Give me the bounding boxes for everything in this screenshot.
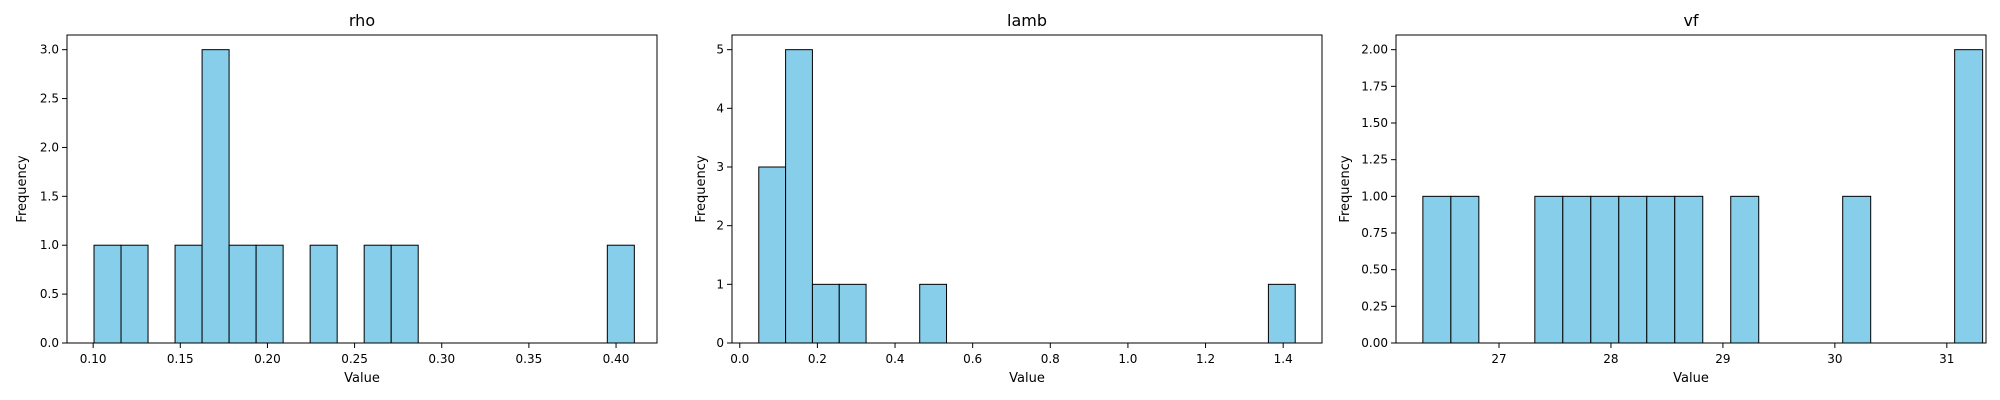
y-tick-label: 2 — [716, 219, 724, 233]
y-tick-group: 0.0 0.5 1.0 1.5 2.0 2.5 3.0 — [40, 43, 67, 350]
histogram-bar — [811, 283, 840, 344]
x-axis-label: Value — [1673, 371, 1709, 386]
x-axis-label: Value — [344, 371, 380, 386]
y-axis-label: Frequency — [1338, 155, 1353, 222]
x-axis-label: Value — [1009, 371, 1045, 386]
x-tick-label: 30 — [1827, 352, 1842, 366]
y-tick-label: 1.50 — [1361, 116, 1388, 130]
histogram-bar — [390, 244, 419, 344]
panel-title: rho — [349, 11, 375, 30]
plot-frame — [66, 34, 658, 344]
x-tick-label: 0.10 — [80, 352, 107, 366]
x-tick-label: 0.40 — [603, 352, 630, 366]
histogram-panel-lamb: lamb 0.0 0.2 0.4 0.6 0.8 1.0 1.2 1.4 0 1 2 3 4 5 Val… — [694, 11, 1323, 386]
histogram-bar — [120, 244, 149, 344]
x-tick-label: 0.25 — [341, 352, 368, 366]
y-tick-label: 1.0 — [40, 238, 59, 252]
histogram-bar — [1534, 195, 1564, 344]
histogram-bar — [919, 283, 948, 344]
y-tick-label: 1.75 — [1361, 79, 1388, 93]
panel-title: vf — [1683, 11, 1698, 30]
y-tick-label: 1.5 — [40, 189, 59, 203]
histogram-bar — [785, 49, 813, 344]
x-tick-label: 0.35 — [516, 352, 543, 366]
y-tick-label: 3 — [716, 160, 724, 174]
histogram-bar — [1267, 283, 1296, 344]
x-tick-label: 0.0 — [730, 352, 749, 366]
x-tick-label: 0.4 — [885, 352, 904, 366]
x-tick-label: 31 — [1939, 352, 1954, 366]
x-tick-label: 0.30 — [428, 352, 455, 366]
histogram-bar — [758, 166, 787, 344]
y-tick-group: 0 1 2 3 4 5 — [716, 43, 732, 350]
histogram-bar — [1422, 195, 1452, 344]
bar-group — [93, 49, 635, 344]
histogram-bar — [201, 49, 230, 344]
panel-title: lamb — [1007, 11, 1047, 30]
histogram-bar — [228, 244, 257, 344]
x-tick-label: 0.20 — [254, 352, 281, 366]
histogram-panel-vf: vf 27 28 29 30 31 0.00 0.25 0.50 0.75 1.00 1.25 1.… — [1338, 11, 1987, 386]
bar-group — [758, 49, 1296, 344]
histogram-bar — [309, 244, 338, 344]
histogram-bar — [1562, 195, 1592, 344]
x-tick-group: 0.0 0.2 0.4 0.6 0.8 1.0 1.2 1.4 — [730, 343, 1293, 366]
x-tick-label: 1.2 — [1196, 352, 1215, 366]
histogram-bar — [1590, 195, 1620, 344]
x-tick-group: 0.10 0.15 0.20 0.25 0.30 0.35 0.40 — [80, 343, 630, 366]
plot-frame — [1395, 34, 1987, 344]
y-axis-label: Frequency — [694, 155, 709, 222]
y-axis-label: Frequency — [15, 155, 30, 222]
y-tick-label: 2.00 — [1361, 43, 1388, 57]
y-tick-label: 0.0 — [40, 336, 59, 350]
plot-frame — [731, 34, 1323, 344]
y-tick-label: 5 — [716, 43, 724, 57]
x-tick-label: 29 — [1715, 352, 1730, 366]
y-tick-label: 0.25 — [1361, 299, 1388, 313]
histogram-bar — [1450, 195, 1480, 344]
y-tick-label: 1.00 — [1361, 189, 1388, 203]
bar-group — [1422, 49, 1984, 344]
y-tick-label: 2.5 — [40, 92, 59, 106]
x-tick-label: 0.8 — [1041, 352, 1060, 366]
histogram-bar — [1646, 195, 1676, 344]
x-tick-label: 0.15 — [167, 352, 194, 366]
y-tick-label: 2.0 — [40, 140, 59, 154]
histogram-bar — [1954, 49, 1984, 344]
x-tick-label: 0.6 — [963, 352, 982, 366]
x-tick-label: 1.4 — [1274, 352, 1293, 366]
histogram-bar — [255, 244, 284, 344]
y-tick-label: 0.75 — [1361, 226, 1388, 240]
y-tick-label: 0.50 — [1361, 263, 1388, 277]
y-tick-label: 0.00 — [1361, 336, 1388, 350]
histogram-bar — [174, 244, 203, 344]
histogram-bar — [93, 244, 122, 344]
y-tick-label: 4 — [716, 101, 724, 115]
histogram-bar — [606, 244, 635, 344]
x-tick-group: 27 28 29 30 31 — [1491, 343, 1954, 366]
y-tick-label: 0.5 — [40, 287, 59, 301]
y-tick-label: 1 — [716, 277, 724, 291]
x-tick-label: 28 — [1603, 352, 1618, 366]
x-tick-label: 1.0 — [1118, 352, 1137, 366]
histogram-bar — [1618, 195, 1648, 344]
y-tick-label: 0 — [716, 336, 724, 350]
y-tick-label: 3.0 — [40, 43, 59, 57]
histogram-bar — [1842, 195, 1872, 344]
histogram-bar — [1730, 195, 1760, 344]
histogram-bar — [1674, 195, 1704, 344]
histogram-bar — [363, 244, 392, 344]
x-tick-label: 27 — [1491, 352, 1506, 366]
histogram-panel-rho: rho 0.10 0.15 0.20 0.25 0.30 0.35 0.40 0.0 0.5 1… — [15, 11, 658, 386]
y-tick-group: 0.00 0.25 0.50 0.75 1.00 1.25 1.50 1.75 2.00 — [1361, 43, 1396, 350]
histogram-bar — [838, 283, 867, 344]
y-tick-label: 1.25 — [1361, 153, 1388, 167]
x-tick-label: 0.2 — [808, 352, 827, 366]
